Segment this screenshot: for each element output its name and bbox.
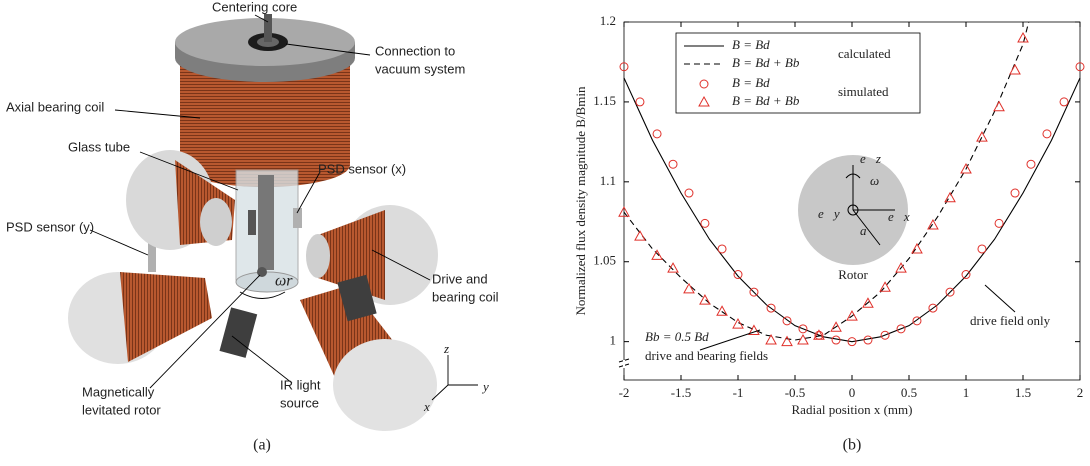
label: PSD sensor (x)	[318, 161, 406, 176]
label: Magnetically	[82, 384, 155, 399]
inset-label: a	[860, 223, 867, 238]
marker	[1011, 189, 1019, 197]
marker	[962, 271, 970, 279]
label: Glass tube	[68, 139, 130, 154]
inset-label: e⃗x	[888, 209, 910, 224]
x-tick-label: -2	[619, 385, 630, 400]
x-tick-label: 1.5	[1015, 385, 1031, 400]
annotation: drive field only	[970, 313, 1051, 328]
x-tick-label: -0.5	[785, 385, 806, 400]
marker	[978, 245, 986, 253]
label: Axial bearing coil	[6, 99, 104, 114]
axis-break-gap	[623, 360, 625, 368]
marker	[636, 98, 644, 106]
chart: 1 1.05 1.1 1.15 1.2 -2 -1.5 -1 -0.5 0 0.5 1 1.5 2 Radi…	[573, 13, 1084, 454]
label: y	[481, 379, 489, 394]
marker	[685, 189, 693, 197]
annotation: drive and bearing fields	[645, 348, 768, 363]
marker	[977, 132, 987, 141]
x-tick-label: -1.5	[671, 385, 692, 400]
x-axis-label: Radial position x (mm)	[792, 402, 913, 417]
marker	[734, 271, 742, 279]
marker	[783, 317, 791, 325]
marker	[701, 219, 709, 227]
marker	[1018, 33, 1028, 42]
legend-group: calculated	[838, 46, 891, 61]
marker	[994, 102, 1004, 111]
marker	[1043, 130, 1051, 138]
annotation: Bb = 0.5 Bd	[645, 329, 709, 344]
y-axis-label: Normalized flux density magnitude B/Bmin	[573, 86, 588, 315]
y-tick-label: 1.2	[600, 13, 616, 28]
marker	[995, 219, 1003, 227]
label: IR light	[280, 377, 321, 392]
label: Centering core	[212, 0, 297, 14]
legend-label: B = Bd	[732, 37, 770, 52]
marker	[718, 245, 726, 253]
x-tick-label: 0.5	[901, 385, 917, 400]
marker	[652, 250, 662, 259]
label: Connection to	[375, 43, 455, 58]
label: x	[423, 399, 430, 414]
y-tick-label: 1.05	[593, 253, 616, 268]
label: bearing coil	[432, 289, 499, 304]
marker	[668, 263, 678, 272]
label: ωr	[275, 273, 293, 290]
legend-label: B = Bd + Bb	[732, 93, 800, 108]
marker	[1010, 65, 1020, 74]
annotation-leader	[985, 285, 1015, 312]
marker	[1027, 160, 1035, 168]
label: z	[443, 341, 449, 356]
y-tick-label: 1.15	[593, 93, 616, 108]
legend-group: simulated	[838, 84, 889, 99]
label: source	[280, 395, 319, 410]
inset-title: Rotor	[838, 267, 868, 282]
legend-label: B = Bd	[732, 75, 770, 90]
caption: (b)	[843, 437, 862, 454]
x-tick-label: 0	[849, 385, 856, 400]
marker	[1060, 98, 1068, 106]
panel-a-drawing	[68, 14, 478, 431]
label: PSD sensor (y)	[6, 219, 94, 234]
marker	[669, 160, 677, 168]
x-tick-label: -1	[733, 385, 744, 400]
marker	[864, 336, 872, 344]
y-tick-label: 1	[610, 333, 617, 348]
x-tick-label: 2	[1077, 385, 1084, 400]
figure: Centering core Connection to vacuum syst…	[0, 0, 1090, 461]
label: vacuum system	[375, 61, 465, 76]
inset-label: e⃗z	[860, 151, 881, 166]
marker	[782, 337, 792, 346]
marker	[913, 317, 921, 325]
x-tick-label: 1	[963, 385, 970, 400]
marker	[880, 282, 890, 291]
label: Drive and	[432, 271, 488, 286]
legend-label: B = Bd + Bb	[732, 55, 800, 70]
marker	[832, 336, 840, 344]
marker	[653, 130, 661, 138]
inset-label: e⃗y	[818, 206, 840, 221]
inset-label: ω	[870, 173, 879, 188]
marker	[945, 193, 955, 202]
label: levitated rotor	[82, 402, 161, 417]
y-tick-label: 1.1	[600, 173, 616, 188]
caption: (a)	[253, 437, 271, 454]
